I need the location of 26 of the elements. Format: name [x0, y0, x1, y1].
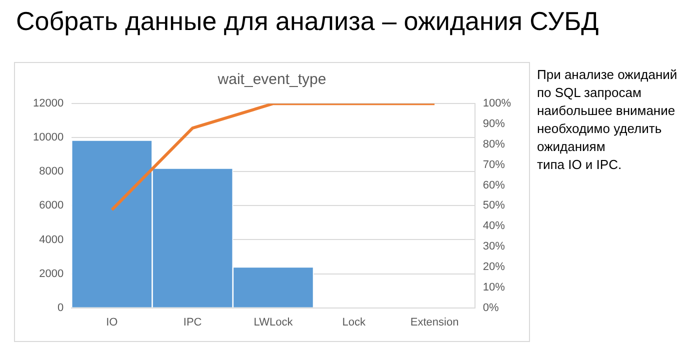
- y2-tick-label: 50%: [482, 200, 506, 212]
- y-tick-label: 12000: [32, 98, 64, 110]
- y2-tick-label: 40%: [482, 220, 506, 232]
- y-tick-label: 0: [57, 302, 64, 314]
- y2-tick-label: 60%: [482, 179, 506, 192]
- x-tick-label: LWLock: [254, 316, 294, 328]
- x-tick-label: Extension: [410, 316, 459, 328]
- y-tick-label: 2000: [39, 268, 64, 280]
- y-tick-label: 10000: [32, 132, 64, 144]
- x-tick-label: IPC: [183, 316, 202, 328]
- text: При анализе ожиданий по SQL запросам наибольшее внимание необходимо уделить ожиданиям типа IO и IPC.: [537, 66, 678, 174]
- y2-tick-label: 80%: [482, 138, 506, 150]
- y2-tick-label: 10%: [482, 281, 506, 294]
- y2-tick-label: 0%: [482, 302, 499, 314]
- x-tick-label: IO: [106, 316, 118, 328]
- y-tick-label: 6000: [39, 200, 64, 212]
- y2-tick-label: 100%: [482, 98, 512, 110]
- chart-subtitle: wait_event_type: [216, 71, 328, 88]
- y-tick-label: 4000: [39, 234, 64, 246]
- y2-tick-label: 90%: [482, 118, 506, 130]
- y2-tick-label: 70%: [482, 158, 506, 171]
- y2-tick-label: 20%: [482, 260, 506, 273]
- x-tick-label: Lock: [342, 316, 366, 328]
- y-tick-label: 8000: [39, 166, 64, 178]
- y2-tick-label: 30%: [482, 240, 506, 253]
- chart-title: Собрать данные для анализа – ожидания СУБД: [16, 6, 599, 37]
